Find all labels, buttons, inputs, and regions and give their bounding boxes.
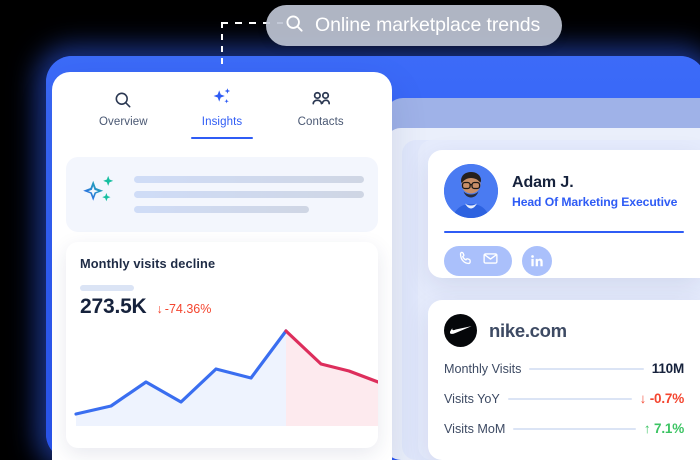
chart-line-red bbox=[284, 329, 378, 384]
metric-value-row: 273.5K ↓ -74.36% bbox=[80, 295, 364, 319]
site-metric-label: Visits YoY bbox=[444, 391, 500, 406]
site-metric-row: Visits MoM ↑ 7.1% bbox=[444, 421, 684, 436]
skeleton-line bbox=[134, 176, 364, 183]
sparkle-icon bbox=[210, 88, 234, 110]
divider bbox=[444, 231, 684, 233]
tab-overview-label: Overview bbox=[98, 116, 148, 128]
site-metric-value: ↑ 7.1% bbox=[643, 421, 684, 436]
search-input[interactable]: Online marketplace trends bbox=[266, 5, 563, 46]
metric-title: Monthly visits decline bbox=[80, 256, 216, 271]
site-metric-value: 110M bbox=[651, 361, 684, 376]
dashed-connector-vertical bbox=[221, 22, 223, 66]
main-card: Overview Insights bbox=[52, 72, 392, 460]
contact-name: Adam J. bbox=[512, 173, 574, 191]
tab-contacts-label: Contacts bbox=[297, 116, 344, 128]
phone-icon[interactable] bbox=[457, 250, 474, 272]
insights-row bbox=[80, 173, 364, 218]
avatar bbox=[444, 164, 498, 218]
leader-line bbox=[513, 427, 636, 430]
search-query-text: Online marketplace trends bbox=[315, 14, 541, 36]
leader-line bbox=[507, 397, 632, 400]
mail-icon[interactable] bbox=[482, 250, 499, 272]
site-header: nike.com bbox=[444, 314, 684, 347]
chart-line-blue bbox=[74, 329, 288, 416]
site-metrics-list: Monthly Visits 110M Visits YoY ↓ -0.7% V… bbox=[444, 361, 684, 436]
dashed-connector-horizontal bbox=[221, 22, 283, 24]
arrow-down-icon: ↓ bbox=[156, 302, 163, 316]
contact-identity: Adam J. Head Of Marketing Executive bbox=[512, 174, 677, 209]
site-domain: nike.com bbox=[489, 319, 567, 341]
metric-card: Monthly visits decline 273.5K ↓ -74.36% bbox=[66, 242, 378, 448]
site-metric-value: ↓ -0.7% bbox=[639, 391, 685, 406]
tab-underline-active bbox=[191, 137, 253, 139]
tab-overview[interactable]: Overview bbox=[74, 88, 173, 139]
search-icon bbox=[284, 13, 305, 39]
insights-summary-block bbox=[66, 157, 378, 232]
chart-svg bbox=[74, 329, 378, 426]
visits-chart bbox=[66, 314, 378, 434]
site-metric-row: Monthly Visits 110M bbox=[444, 361, 684, 376]
skeleton-line bbox=[134, 206, 309, 213]
insights-skeleton-lines bbox=[134, 173, 364, 213]
contact-actions bbox=[444, 246, 684, 276]
chart-area-blue bbox=[76, 331, 286, 426]
contact-card: Adam J. Head Of Marketing Executive bbox=[428, 150, 700, 278]
metric-value: 273.5K bbox=[80, 295, 147, 318]
tab-insights[interactable]: Insights bbox=[173, 88, 272, 139]
search-icon bbox=[113, 88, 133, 110]
leader-line bbox=[529, 367, 644, 370]
linkedin-icon[interactable] bbox=[522, 246, 552, 276]
tab-bar: Overview Insights bbox=[52, 72, 392, 139]
site-metric-row: Visits YoY ↓ -0.7% bbox=[444, 391, 684, 406]
tab-insights-label: Insights bbox=[201, 116, 243, 128]
metric-delta-value: -74.36% bbox=[164, 302, 212, 316]
contact-header: Adam J. Head Of Marketing Executive bbox=[444, 164, 684, 218]
tab-contacts[interactable]: Contacts bbox=[271, 88, 370, 139]
contact-role: Head Of Marketing Executive bbox=[512, 194, 678, 209]
contact-phone-email-group[interactable] bbox=[444, 246, 512, 276]
site-metric-label: Visits MoM bbox=[444, 421, 506, 436]
nike-swoosh-icon bbox=[444, 314, 477, 347]
people-icon bbox=[310, 88, 332, 110]
site-metric-label: Monthly Visits bbox=[444, 361, 522, 376]
sparkle-icon bbox=[80, 173, 120, 218]
skeleton-line bbox=[134, 191, 364, 198]
metric-delta: ↓ -74.36% bbox=[157, 302, 212, 316]
site-metrics-card: nike.com Monthly Visits 110M Visits YoY … bbox=[428, 300, 700, 460]
metric-skeleton bbox=[80, 285, 134, 291]
